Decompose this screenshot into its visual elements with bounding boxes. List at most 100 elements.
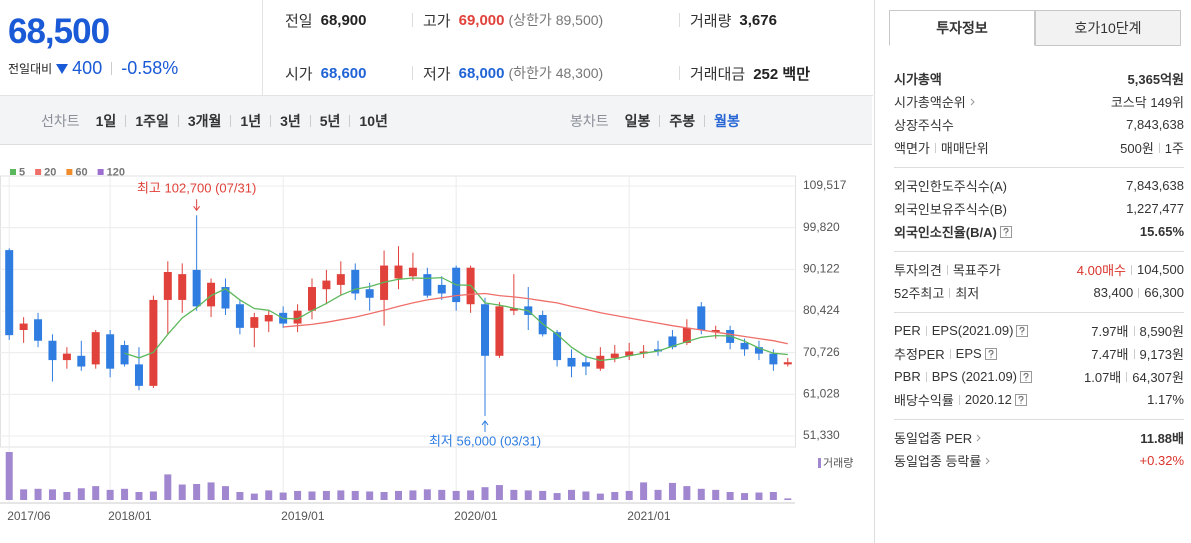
row-value: 7.47배 9,173원 [1091, 344, 1184, 363]
label-text: EPS [955, 346, 982, 361]
change-amount: 400 [72, 58, 103, 78]
row-label: 액면가 매매단위 [894, 138, 989, 157]
volume-bar [20, 489, 28, 500]
legend-swatch [10, 169, 16, 175]
annotation-arrowhead [481, 420, 489, 426]
label-text: BPS (2021.09) [931, 369, 1018, 384]
icon-glyph [976, 434, 981, 441]
label-text: 동일업종 PER [894, 431, 973, 446]
volume-bar [452, 490, 460, 500]
separator [659, 115, 661, 127]
volume-bar [337, 490, 345, 500]
icon-glyph [1023, 372, 1029, 381]
row-label: PBR BPS (2021.09) [894, 369, 1033, 384]
separator [349, 115, 351, 127]
icon-glyph [1003, 227, 1009, 236]
candle-body [408, 267, 417, 277]
volume-bar [683, 486, 691, 500]
volume-bar [322, 490, 330, 500]
separator [946, 264, 948, 275]
value-text: 7.97배 [1091, 324, 1129, 339]
help-icon[interactable] [999, 225, 1012, 238]
legend-label: 5 [19, 166, 25, 178]
volume-bar [539, 490, 547, 500]
candle-body [336, 274, 345, 285]
candle-body [437, 284, 446, 294]
period-tab[interactable]: 1년 [240, 113, 262, 129]
label-text: 외국인소진율(B/A) [894, 225, 997, 240]
quote-value: 252 백만 [753, 65, 810, 83]
period-tab[interactable]: 1일 [95, 113, 117, 129]
panel-row: 외국인한도주식수(A) 7,843,638 [894, 174, 1184, 197]
value-text: 83,400 [1093, 285, 1134, 300]
moving-average-line [283, 292, 788, 345]
arrow-icon [970, 98, 975, 105]
period-tab[interactable]: 월봉 [714, 113, 740, 129]
quote-note: (상한가 89,500) [508, 12, 604, 28]
volume-bar [366, 491, 374, 500]
volume-legend-label: 거래량 [823, 456, 853, 469]
volume-bar [524, 490, 532, 500]
quote-value: 69,000 [458, 11, 505, 29]
volume-bar [294, 490, 302, 500]
row-value: 7.97배 8,590원 [1091, 321, 1184, 340]
period-tab[interactable]: 주봉 [669, 113, 696, 129]
label-text: 투자의견 [894, 263, 942, 278]
volume-bar [121, 488, 129, 500]
label-text: PER [894, 323, 921, 338]
panel-row: 동일업종 PER 11.88배 [894, 426, 1184, 449]
candle-body [423, 274, 432, 296]
legend-label: 60 [75, 166, 87, 178]
candle-body [163, 272, 172, 300]
period-tab[interactable]: 3년 [280, 113, 301, 129]
row-value: +0.32% [1140, 453, 1184, 468]
period-tab[interactable]: 5년 [319, 113, 341, 129]
change-rate: -0.58% [121, 58, 179, 78]
volume-bar [697, 488, 705, 500]
help-icon[interactable] [1014, 393, 1027, 406]
label-text: 추정PER [894, 347, 945, 362]
panel-tab[interactable]: 투자정보 [889, 10, 1035, 46]
help-icon[interactable] [1016, 324, 1029, 337]
volume-bar [755, 492, 763, 500]
label-text: 상장주식수 [894, 118, 954, 133]
volume-bar [279, 492, 287, 500]
candle-body [322, 280, 331, 290]
separator [958, 394, 960, 405]
volume-bar [135, 492, 143, 500]
quote-value: 68,000 [458, 64, 505, 82]
volume-bar [265, 490, 273, 500]
period-tab[interactable]: 10년 [359, 113, 388, 129]
icon-glyph [1018, 395, 1024, 404]
separator [949, 287, 951, 298]
volume-bar [726, 492, 734, 500]
row-label: 추정PER EPS [894, 344, 997, 363]
y-tick-label: 80,424 [803, 303, 840, 317]
label-text: 2020.12 [964, 392, 1012, 407]
plot-frame [0, 175, 796, 448]
volume-bar [221, 486, 229, 500]
value-text: 7,843,638 [1126, 178, 1184, 193]
period-tab[interactable]: 1주일 [135, 113, 169, 129]
period-tab[interactable]: 일봉 [624, 113, 651, 129]
row-label: 시가총액순위 [894, 92, 976, 111]
y-tick-label: 109,517 [803, 178, 847, 192]
label-text: EPS(2021.09) [931, 323, 1014, 338]
candle-body [106, 334, 115, 369]
arrow-icon [985, 457, 991, 464]
help-icon[interactable] [984, 347, 997, 360]
period-tab[interactable]: 3개월 [187, 113, 222, 129]
candle-body [581, 362, 590, 367]
candle-body [567, 357, 576, 367]
volume-bar [712, 489, 720, 500]
volume-bar [207, 482, 215, 500]
separator [934, 142, 936, 153]
row-value: 5,365억원 [1128, 69, 1184, 88]
help-icon[interactable] [1020, 370, 1033, 383]
panel-tab[interactable]: 호가10단계 [1035, 10, 1181, 46]
volume-bar [48, 489, 56, 500]
label-text: 52주최고 [894, 286, 945, 301]
candle-body [553, 332, 562, 361]
down-icon [56, 63, 69, 74]
